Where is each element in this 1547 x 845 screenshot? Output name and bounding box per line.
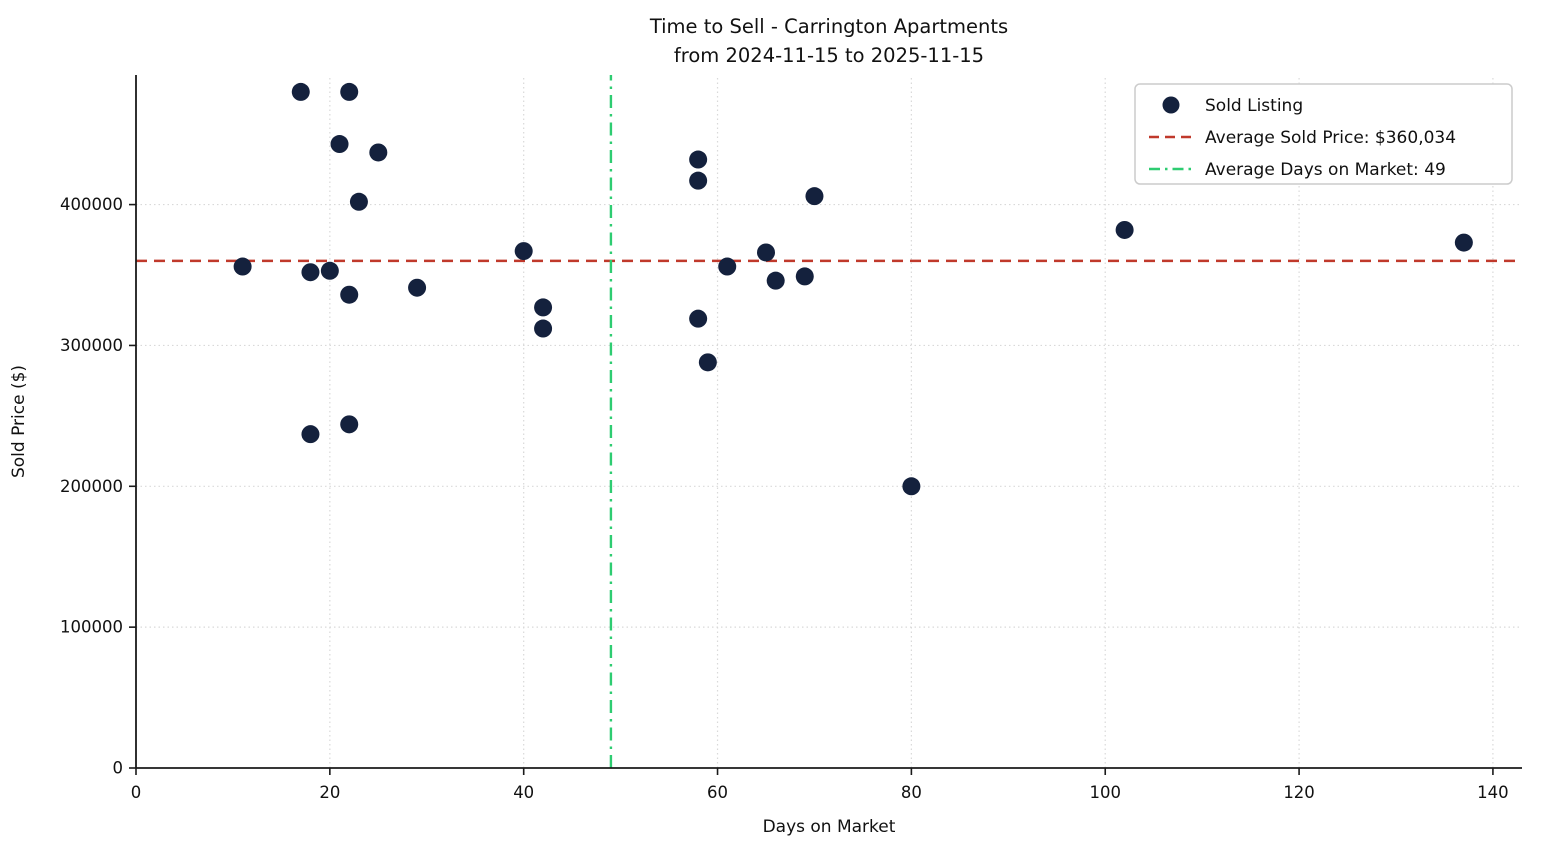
scatter-point [514, 242, 533, 261]
scatter-point [766, 271, 785, 290]
scatter-point [805, 187, 824, 206]
scatter-point [408, 278, 427, 297]
scatter-point [340, 415, 359, 434]
scatter-point [757, 243, 775, 262]
scatter-point [369, 143, 388, 162]
x-tick-label: 140 [1477, 783, 1509, 802]
x-tick-label: 120 [1283, 783, 1315, 802]
x-tick-label: 0 [131, 783, 142, 802]
scatter-point [330, 135, 349, 154]
y-tick-label: 0 [113, 759, 124, 778]
scatter-point [291, 82, 310, 101]
legend-dot-marker [1162, 96, 1180, 114]
y-tick-label: 100000 [60, 618, 123, 637]
scatter-point [689, 171, 708, 190]
chart-title-line: from 2024-11-15 to 2025-11-15 [674, 44, 984, 67]
scatter-point [340, 285, 359, 304]
legend: Sold Listing Average Sold Price: $360,034… [1134, 83, 1513, 185]
scatter-point [698, 353, 717, 372]
y-tick-label: 200000 [60, 477, 123, 496]
scatter-point [689, 309, 708, 328]
legend-entry: Average Sold Price: $360,034 [1149, 128, 1456, 148]
legend-entry: Sold Listing [1162, 96, 1303, 116]
legend-entry: Average Days on Market: 49 [1149, 160, 1446, 180]
scatter-point [534, 298, 553, 317]
scatter-point [795, 267, 814, 286]
legend-entry-label: Sold Listing [1205, 96, 1303, 116]
legend-entry-label: Average Sold Price: $360,034 [1205, 128, 1456, 148]
legend-entry-label: Average Days on Market: 49 [1205, 160, 1446, 180]
scatter-point [1454, 233, 1473, 252]
scatter-point [1115, 220, 1134, 239]
scatter-point [301, 425, 320, 444]
x-tick-label: 20 [319, 783, 340, 802]
scatter-point [718, 257, 737, 276]
y-axis-label: Sold Price ($) [9, 365, 29, 478]
scatter-point [534, 319, 553, 338]
x-tick-label: 40 [513, 783, 534, 802]
x-axis-label: Days on Market [763, 817, 896, 837]
x-tick-label: 80 [901, 783, 922, 802]
scatter-point [301, 263, 320, 282]
scatter-point [689, 150, 708, 169]
scatter-points [233, 82, 1473, 496]
chart-title-line: Time to Sell - Carrington Apartments [649, 15, 1008, 38]
scatter-point [320, 261, 339, 280]
scatter-point [340, 82, 359, 101]
y-tick-label: 300000 [60, 336, 123, 355]
scatter-point [349, 192, 368, 211]
legend-box [1134, 83, 1513, 185]
y-tick-label: 400000 [60, 195, 123, 214]
scatter-point [233, 257, 252, 276]
x-tick-label: 100 [1089, 783, 1121, 802]
x-tick-label: 60 [707, 783, 728, 802]
scatter-point [902, 477, 921, 496]
